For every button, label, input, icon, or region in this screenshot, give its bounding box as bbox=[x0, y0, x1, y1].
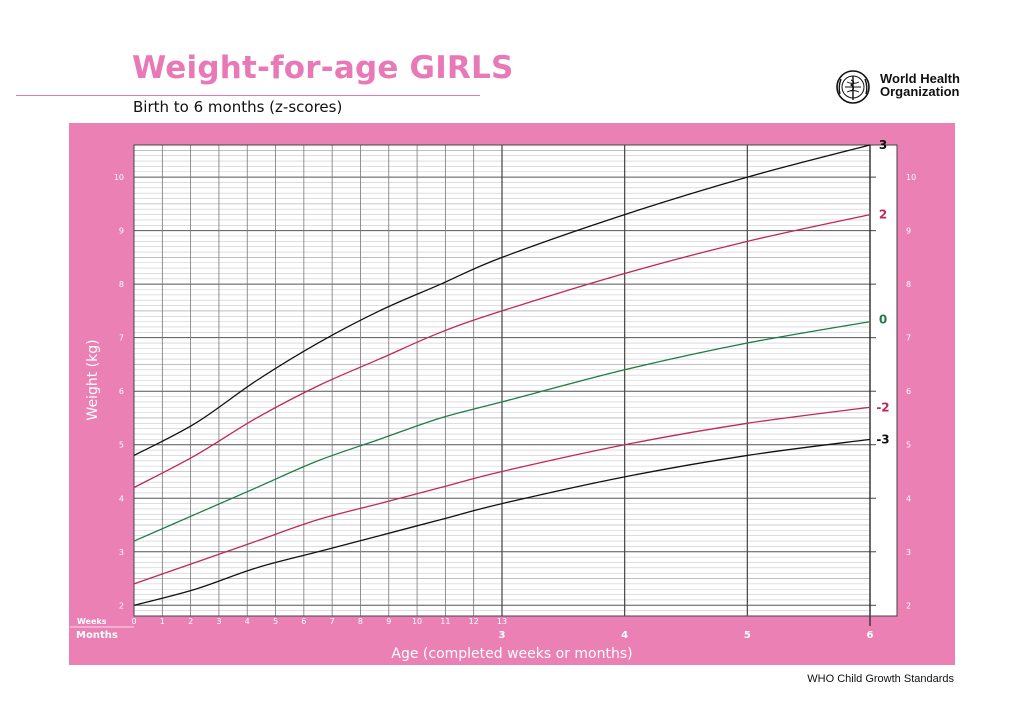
plot-border bbox=[133, 144, 898, 617]
y-tick-label-left: 10 bbox=[114, 173, 124, 182]
month-tick-label: 6 bbox=[867, 630, 874, 641]
month-tick-label: 5 bbox=[744, 630, 751, 641]
chart-subtitle: Birth to 6 months (z-scores) bbox=[133, 98, 343, 116]
organization-line1: World Health bbox=[880, 71, 960, 86]
curve-labels: 3 2 0 -2 -3 bbox=[876, 138, 889, 446]
z-score-curve--2 bbox=[133, 406, 871, 585]
week-tick-label: 5 bbox=[273, 617, 278, 626]
y-tick-label-left: 5 bbox=[119, 441, 124, 450]
y-tick-label-left: 3 bbox=[119, 548, 124, 557]
y-tick-label-right: 2 bbox=[906, 601, 911, 610]
weeks-row-label: Weeks bbox=[77, 617, 107, 626]
footer-credit: WHO Child Growth Standards bbox=[807, 673, 954, 685]
y-tick-label-right: 7 bbox=[906, 334, 911, 343]
z-score-curve-0 bbox=[133, 320, 871, 542]
week-tick-label: 0 bbox=[131, 617, 136, 626]
y-tick-label-right: 10 bbox=[906, 173, 916, 182]
week-tick-label: 11 bbox=[440, 617, 450, 626]
title-divider bbox=[16, 95, 480, 96]
month-tick-label: 4 bbox=[621, 630, 628, 641]
y-tick-label-right: 5 bbox=[906, 441, 911, 450]
y-tick-label-right: 3 bbox=[906, 548, 911, 557]
organization-name: World Health Organization bbox=[880, 72, 960, 98]
curve-label-2: 2 bbox=[879, 208, 887, 222]
week-tick-label: 9 bbox=[386, 617, 391, 626]
z-score-curve--3 bbox=[133, 438, 871, 606]
z-score-curves bbox=[133, 144, 871, 606]
curve-label-0: 0 bbox=[879, 313, 887, 327]
y-tick-label-left: 8 bbox=[119, 280, 124, 289]
curve-label-3: 3 bbox=[879, 138, 887, 152]
y-tick-label-left: 6 bbox=[119, 387, 124, 396]
y-tick-label-left: 4 bbox=[119, 494, 124, 503]
week-tick-label: 6 bbox=[301, 617, 306, 626]
week-tick-label: 3 bbox=[216, 617, 221, 626]
week-tick-label: 8 bbox=[358, 617, 363, 626]
y-tick-label-right: 9 bbox=[906, 227, 911, 236]
week-tick-label: 12 bbox=[469, 617, 479, 626]
curve-label--2: -2 bbox=[876, 400, 889, 414]
z-score-curve-3 bbox=[133, 144, 871, 457]
week-tick-label: 10 bbox=[412, 617, 422, 626]
y-tick-label-right: 6 bbox=[906, 387, 911, 396]
y-tick-label-left: 2 bbox=[119, 601, 124, 610]
y-axis-title: Weight (kg) bbox=[85, 339, 101, 420]
y-tick-label-left: 7 bbox=[119, 334, 124, 343]
y-tick-label-left: 9 bbox=[119, 227, 124, 236]
organization-line2: Organization bbox=[880, 84, 960, 99]
week-tick-label: 2 bbox=[188, 617, 193, 626]
week-tick-label: 4 bbox=[245, 617, 250, 626]
x-axis-title: Age (completed weeks or months) bbox=[391, 646, 632, 662]
y-tick-label-right: 8 bbox=[906, 280, 911, 289]
chart-title: Weight-for-age GIRLS bbox=[132, 50, 514, 86]
month-tick-label: 3 bbox=[499, 630, 506, 641]
curve-label--3: -3 bbox=[876, 432, 889, 446]
week-tick-label: 13 bbox=[497, 617, 507, 626]
plot-grid bbox=[133, 144, 898, 626]
months-row-label: Months bbox=[76, 630, 118, 641]
week-tick-label: 7 bbox=[330, 617, 335, 626]
who-emblem-icon bbox=[836, 70, 870, 104]
week-tick-label: 1 bbox=[160, 617, 165, 626]
y-tick-label-right: 4 bbox=[906, 494, 911, 503]
z-score-curve-2 bbox=[133, 213, 871, 489]
